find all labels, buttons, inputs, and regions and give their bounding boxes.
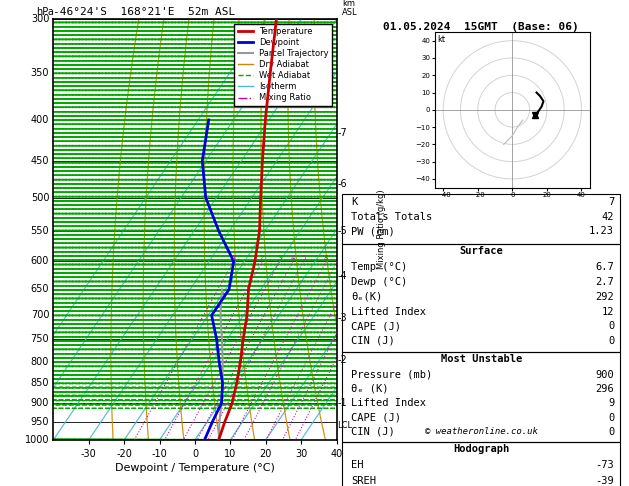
Text: 350: 350 (31, 68, 49, 78)
Text: LCL: LCL (337, 421, 352, 430)
Bar (342, 244, 620, 351)
Text: 2.7: 2.7 (596, 277, 614, 287)
Text: 01.05.2024  15GMT  (Base: 06): 01.05.2024 15GMT (Base: 06) (383, 21, 579, 32)
Text: Lifted Index: Lifted Index (351, 398, 426, 408)
Text: 5: 5 (301, 256, 306, 261)
Text: 42: 42 (602, 212, 614, 222)
Text: 6.7: 6.7 (596, 262, 614, 273)
Text: -39: -39 (596, 476, 614, 486)
Text: 600: 600 (31, 257, 49, 266)
Text: CIN (J): CIN (J) (351, 336, 395, 346)
Text: kt: kt (438, 35, 446, 44)
Text: 12: 12 (602, 307, 614, 316)
Text: 900: 900 (596, 370, 614, 380)
Text: SREH: SREH (351, 476, 376, 486)
Text: 300: 300 (31, 15, 49, 24)
Text: 1.23: 1.23 (589, 226, 614, 236)
Text: 2: 2 (260, 256, 264, 261)
Text: Lifted Index: Lifted Index (351, 307, 426, 316)
X-axis label: Dewpoint / Temperature (°C): Dewpoint / Temperature (°C) (115, 463, 275, 473)
Text: 750: 750 (31, 334, 49, 345)
Bar (342, 351, 620, 442)
Text: 0: 0 (608, 427, 614, 437)
Text: -5: -5 (337, 226, 347, 236)
Text: 450: 450 (31, 156, 49, 166)
Text: CAPE (J): CAPE (J) (351, 321, 401, 331)
Text: 950: 950 (31, 417, 49, 427)
Text: 7: 7 (608, 197, 614, 207)
Text: 9: 9 (608, 398, 614, 408)
Text: CAPE (J): CAPE (J) (351, 413, 401, 422)
Text: CIN (J): CIN (J) (351, 427, 395, 437)
Text: 900: 900 (31, 398, 49, 408)
Text: -4: -4 (337, 271, 347, 281)
Text: © weatheronline.co.uk: © weatheronline.co.uk (425, 428, 538, 436)
Text: 1000: 1000 (25, 435, 49, 445)
Text: -46°24'S  168°21'E  52m ASL: -46°24'S 168°21'E 52m ASL (53, 7, 236, 17)
Text: -3: -3 (337, 313, 347, 323)
Text: Dewp (°C): Dewp (°C) (351, 277, 407, 287)
Text: 4: 4 (291, 256, 295, 261)
Text: 0: 0 (608, 336, 614, 346)
Text: 500: 500 (31, 193, 49, 203)
Text: -2: -2 (337, 355, 347, 364)
Text: K: K (351, 197, 357, 207)
Text: Surface: Surface (459, 246, 503, 257)
Text: hPa: hPa (36, 7, 54, 17)
Text: 8: 8 (324, 256, 328, 261)
Text: Mixing Ratio (g/kg): Mixing Ratio (g/kg) (377, 190, 386, 269)
Bar (342, 442, 620, 486)
Text: 800: 800 (31, 357, 49, 367)
Text: θₑ(K): θₑ(K) (351, 292, 382, 302)
Text: 292: 292 (596, 292, 614, 302)
Text: Totals Totals: Totals Totals (351, 212, 432, 222)
Text: -7: -7 (337, 128, 347, 138)
Text: Hodograph: Hodograph (453, 444, 509, 454)
Text: Most Unstable: Most Unstable (440, 354, 522, 364)
Text: 1: 1 (231, 256, 236, 261)
Text: Pressure (mb): Pressure (mb) (351, 370, 432, 380)
Text: -73: -73 (596, 460, 614, 470)
Bar (342, 194, 620, 244)
Text: 0: 0 (608, 321, 614, 331)
Text: 296: 296 (596, 384, 614, 394)
Text: PW (cm): PW (cm) (351, 226, 395, 236)
Legend: Temperature, Dewpoint, Parcel Trajectory, Dry Adiabat, Wet Adiabat, Isotherm, Mi: Temperature, Dewpoint, Parcel Trajectory… (235, 24, 332, 106)
Text: EH: EH (351, 460, 364, 470)
Text: -1: -1 (337, 398, 347, 408)
Text: Temp (°C): Temp (°C) (351, 262, 407, 273)
Text: θₑ (K): θₑ (K) (351, 384, 389, 394)
Text: 700: 700 (31, 310, 49, 320)
Text: 3: 3 (277, 256, 282, 261)
Text: 0: 0 (608, 413, 614, 422)
Text: 550: 550 (31, 226, 49, 236)
Text: 650: 650 (31, 284, 49, 295)
Text: -6: -6 (337, 178, 347, 189)
Text: 400: 400 (31, 115, 49, 125)
Text: km
ASL: km ASL (342, 0, 358, 17)
Text: 850: 850 (31, 378, 49, 388)
